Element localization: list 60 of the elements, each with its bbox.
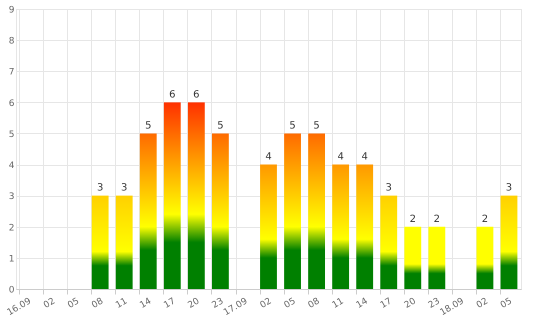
- data-label: 4: [337, 152, 344, 163]
- bar: [164, 102, 181, 289]
- bar: [92, 196, 109, 289]
- x-tick-label: 14: [138, 296, 154, 311]
- x-tick-label: 23: [210, 296, 226, 311]
- x-tick-label: 11: [114, 296, 130, 311]
- bar: [476, 226, 494, 289]
- bar: [404, 226, 422, 289]
- data-label: 2: [434, 214, 440, 225]
- data-label: 6: [169, 89, 176, 100]
- bar: [212, 133, 229, 289]
- bar: [284, 133, 301, 289]
- bar: [140, 133, 157, 289]
- data-label: 3: [121, 182, 128, 194]
- bar: [188, 102, 205, 289]
- data-label: 5: [313, 120, 320, 132]
- y-tick-label: 5: [8, 130, 14, 140]
- x-tick-label: 14: [354, 296, 370, 311]
- data-label: 4: [362, 152, 368, 163]
- y-tick-label: 2: [8, 223, 14, 234]
- x-tick-label: 05: [282, 296, 298, 311]
- y-tick-label: 8: [8, 36, 15, 47]
- y-tick-label: 7: [8, 68, 14, 78]
- x-tick-label: 11: [330, 296, 346, 311]
- y-tick-label: 0: [8, 286, 15, 296]
- data-label: 5: [145, 120, 152, 132]
- y-tick-label: 6: [8, 98, 15, 109]
- y-tick-label: 9: [8, 6, 15, 16]
- data-label: 5: [289, 120, 296, 132]
- x-tick-label: 23: [426, 296, 442, 311]
- bar: [308, 133, 326, 289]
- bar: [356, 164, 374, 289]
- x-tick-label: 08: [90, 296, 106, 311]
- data-label: 3: [96, 182, 104, 194]
- bar: [332, 164, 350, 289]
- data-label: 5: [217, 120, 224, 132]
- x-tick-label: 08: [306, 296, 322, 311]
- bar: [500, 196, 518, 289]
- data-label: 6: [193, 89, 200, 100]
- data-label: 2: [410, 214, 416, 225]
- x-tick-label: 02: [475, 296, 490, 311]
- x-tick-label: 05: [499, 296, 514, 311]
- bar: [380, 196, 398, 289]
- x-tick-label: 20: [186, 296, 202, 311]
- data-label: 2: [482, 214, 488, 225]
- data-label: 3: [506, 182, 512, 194]
- bar: [428, 226, 446, 289]
- bar: [260, 164, 277, 289]
- data-label: 4: [265, 152, 272, 163]
- x-tick-label: 20: [402, 296, 418, 311]
- y-tick-label: 3: [8, 192, 14, 202]
- x-tick-label: 02: [42, 296, 58, 311]
- bar: [116, 196, 133, 289]
- x-tick-label: 17: [162, 296, 178, 311]
- x-tick-label: 05: [66, 296, 82, 311]
- x-tick-label: 02: [258, 296, 274, 311]
- x-tick-label: 17: [378, 296, 394, 311]
- data-label: 3: [386, 182, 392, 194]
- y-tick-label: 4: [8, 161, 15, 172]
- y-tick-label: 1: [8, 254, 14, 264]
